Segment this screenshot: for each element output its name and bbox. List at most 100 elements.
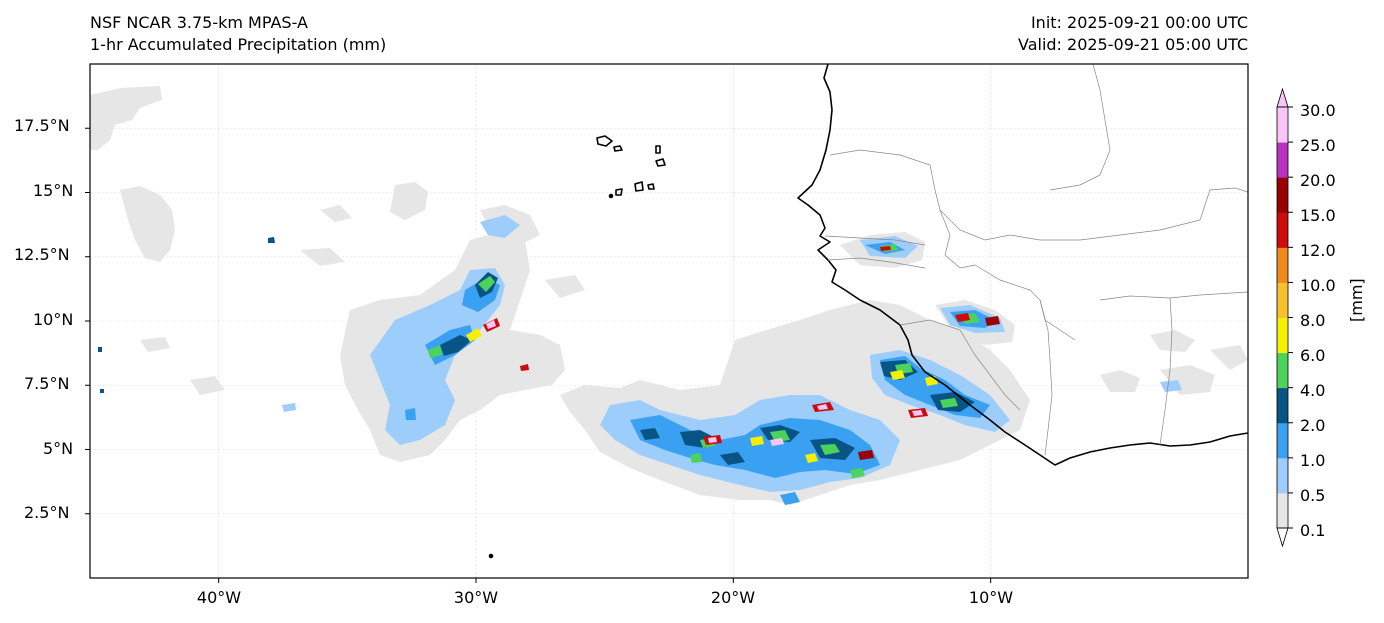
precip-area (1210, 345, 1248, 370)
precip-area (90, 86, 162, 150)
chart-header-right: Init: 2025-09-21 00:00 UTC Valid: 2025-0… (1018, 12, 1248, 56)
lat-tick-label: 7.5°N (24, 374, 70, 393)
precip-area (912, 410, 923, 416)
colorbar-segment (1277, 142, 1288, 178)
precip-6p0-areas (466, 328, 938, 463)
precip-area (780, 492, 800, 505)
precip-area (858, 450, 874, 460)
colorbar-tick-label: 4.0 (1300, 381, 1326, 400)
colorbar-tick-label: 30.0 (1300, 101, 1336, 120)
precip-area (770, 438, 784, 446)
precip-area (708, 437, 717, 443)
precip-area (120, 186, 175, 262)
valid-time: Valid: 2025-09-21 05:00 UTC (1017, 35, 1248, 54)
precip-area (268, 237, 275, 243)
lat-tick-label: 17.5°N (14, 116, 70, 135)
precip-area (545, 275, 585, 298)
island (655, 145, 661, 154)
precip-area (480, 215, 520, 238)
colorbar-tick-label: 25.0 (1300, 136, 1336, 155)
precip-area (955, 313, 970, 322)
precip-area (940, 398, 958, 408)
precip-area (880, 246, 891, 251)
precip-area (890, 370, 905, 380)
island (634, 181, 644, 192)
precip-area (428, 345, 442, 358)
lat-tick-label: 5°N (43, 439, 74, 458)
lat-tick-label: 2.5°N (24, 503, 70, 522)
axis-ticks (85, 127, 992, 583)
precip-area (98, 347, 102, 352)
precip-area (1100, 370, 1140, 392)
colorbar-tick-label: 10.0 (1300, 276, 1336, 295)
colorbar-segment (1277, 422, 1288, 459)
island (655, 158, 666, 167)
precip-area (1160, 365, 1215, 395)
colorbar-segment (1277, 107, 1288, 143)
gridlines (90, 64, 1248, 578)
precip-area (100, 389, 104, 393)
colorbar (1276, 87, 1293, 548)
colorbar-segment (1277, 387, 1288, 424)
colorbar-tick-label: 12.0 (1300, 241, 1336, 260)
colorbar-tick-label: 20.0 (1300, 171, 1336, 190)
precip-area (817, 404, 828, 410)
colorbar-extend-min (1276, 527, 1289, 548)
lat-tick-label: 15°N (33, 181, 74, 200)
island (608, 193, 614, 199)
precip-area (820, 444, 840, 455)
colorbar-tick-label: 6.0 (1300, 346, 1326, 365)
model-title: NSF NCAR 3.75-km MPAS-A (90, 13, 308, 32)
colorbar-segment (1277, 247, 1288, 283)
lon-tick-label: 20°W (710, 588, 756, 607)
chart-header-left: NSF NCAR 3.75-km MPAS-A 1-hr Accumulated… (90, 12, 386, 56)
precip-area (390, 182, 428, 220)
colorbar-tick-label: 0.5 (1300, 486, 1326, 505)
colorbar-tick-label: 2.0 (1300, 416, 1326, 435)
precip-area (850, 468, 865, 478)
colorbar-segment (1277, 352, 1288, 389)
island (488, 553, 494, 559)
precip-area (282, 403, 296, 412)
colorbar-segment (1277, 492, 1288, 529)
country-borders (824, 64, 1248, 456)
precip-area (1150, 330, 1195, 352)
precip-area (720, 452, 745, 465)
precip-area (805, 453, 818, 463)
precip-area (140, 337, 170, 352)
precip-area (770, 430, 790, 442)
precip-area (466, 328, 482, 342)
lon-tick-label: 40°W (196, 588, 242, 607)
coastline (488, 64, 1248, 559)
precip-area (190, 376, 225, 395)
colorbar-tick-label: 8.0 (1300, 311, 1326, 330)
precip-area (405, 408, 416, 420)
precip-area (440, 335, 472, 356)
precip-area (750, 436, 764, 446)
precip-area (1160, 380, 1182, 392)
init-time: Init: 2025-09-21 00:00 UTC (1030, 13, 1248, 32)
precip-area (486, 320, 496, 329)
island (647, 183, 655, 190)
colorbar-segment (1277, 317, 1288, 354)
colorbar-segment (1277, 177, 1288, 213)
lon-tick-label: 30°W (453, 588, 499, 607)
coastline-mainland (797, 64, 1248, 466)
colorbar-tick-label: 0.1 (1300, 521, 1326, 540)
island (613, 145, 623, 152)
precip-area (320, 205, 352, 222)
precip-area (640, 428, 660, 440)
lon-tick-label: 10°W (968, 588, 1014, 607)
colorbar-segment (1277, 457, 1288, 494)
colorbar-extend-max (1276, 87, 1289, 108)
lat-tick-label: 12.5°N (14, 245, 70, 264)
precip-area (520, 364, 529, 371)
colorbar-tick-label: 1.0 (1300, 451, 1326, 470)
precip-area (300, 248, 345, 266)
precip-area (985, 316, 1000, 326)
lat-tick-label: 10°N (33, 310, 74, 329)
precip-area (690, 453, 702, 463)
colorbar-segment (1277, 212, 1288, 248)
precip-area (478, 276, 495, 292)
